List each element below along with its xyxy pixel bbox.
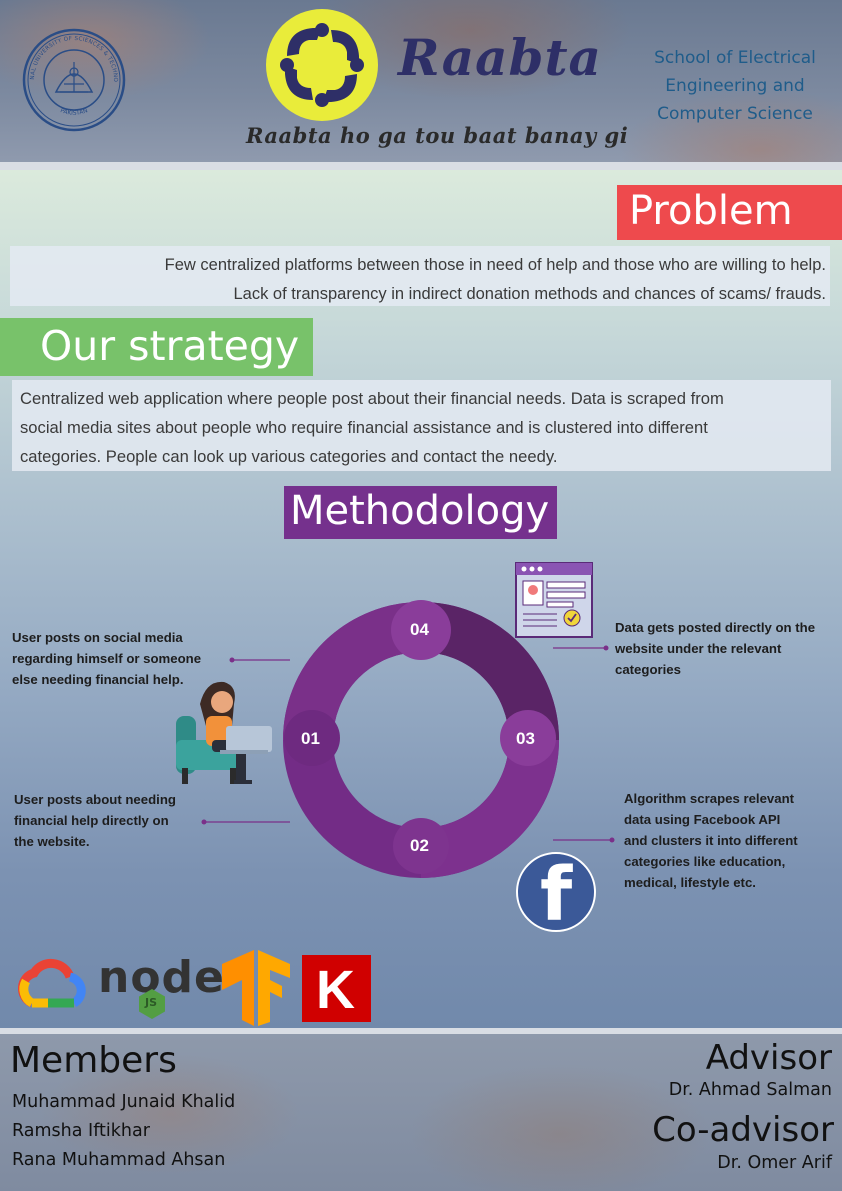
keras-letter: K xyxy=(316,960,355,1020)
member-name: Ramsha Iftikhar xyxy=(12,1121,150,1141)
website-profile-illustration xyxy=(515,562,593,638)
methodology-title: Methodology xyxy=(290,488,550,534)
member-name: Rana Muhammad Ahsan xyxy=(12,1150,226,1170)
brand-tagline: Raabta ho ga tou baat banay gi xyxy=(246,123,629,148)
step-text-line: financial help directly on xyxy=(14,813,169,828)
step-number-04: 04 xyxy=(410,620,429,639)
step-text-line: website under the relevant xyxy=(615,641,782,656)
problem-line: Lack of transparency in indirect donatio… xyxy=(233,285,827,303)
problem-title: Problem xyxy=(629,188,793,234)
svg-text:PAKISTAN: PAKISTAN xyxy=(59,107,88,117)
advisor-name: Dr. Ahmad Salman xyxy=(668,1080,832,1100)
step-connectors xyxy=(201,645,615,843)
brand-name: Raabta xyxy=(398,28,602,87)
strategy-text-box: Centralized web application where people… xyxy=(12,380,831,471)
footer-banner xyxy=(0,1034,842,1191)
problem-text-box: Few centralized platforms between those … xyxy=(10,246,830,306)
header-divider xyxy=(0,162,842,170)
step-number-03: 03 xyxy=(516,729,535,748)
step-number-02: 02 xyxy=(410,836,429,855)
problem-line: Few centralized platforms between those … xyxy=(164,256,826,274)
members-list: Muhammad Junaid Khalid Ramsha Iftikhar R… xyxy=(12,1088,235,1175)
nodejs-hexagon-icon xyxy=(139,989,165,1019)
school-line: Engineering and xyxy=(665,76,805,96)
person-laptop-illustration xyxy=(176,681,272,784)
problem-title-box: Problem xyxy=(617,185,842,240)
school-line: Computer Science xyxy=(657,104,813,124)
member-name: Muhammad Junaid Khalid xyxy=(12,1092,236,1112)
nodejs-badge: JS xyxy=(145,996,158,1009)
strategy-title-box: Our strategy xyxy=(0,318,313,376)
school-name: School of Electrical Engineering and Com… xyxy=(640,44,830,128)
step-text-line: categories xyxy=(615,662,681,677)
co-advisor-name: Dr. Omer Arif xyxy=(717,1153,832,1173)
step-text-line: and clusters it into different xyxy=(624,833,798,848)
school-line: School of Electrical xyxy=(654,48,816,68)
raabta-logo-icon xyxy=(266,9,378,121)
step-number-01: 01 xyxy=(301,729,320,748)
strategy-line: categories. People can look up various c… xyxy=(20,447,558,466)
co-advisor-title: Co-advisor xyxy=(652,1110,834,1150)
strategy-title: Our strategy xyxy=(40,322,300,370)
university-seal-icon: NATIONAL UNIVERSITY OF SCIENCES & TECHNO… xyxy=(20,26,126,132)
header-banner: NATIONAL UNIVERSITY OF SCIENCES & TECHNO… xyxy=(0,0,842,162)
strategy-line: Centralized web application where people… xyxy=(20,389,724,408)
step-text-line: regarding himself or someone xyxy=(12,651,202,666)
cycle-node-04 xyxy=(391,600,451,660)
facebook-glyph: f xyxy=(540,852,573,932)
footer-divider xyxy=(0,1028,842,1034)
facebook-icon: f xyxy=(516,852,596,932)
members-title: Members xyxy=(10,1040,177,1081)
advisor-title: Advisor xyxy=(705,1038,832,1078)
step-text-line: the website. xyxy=(14,834,90,849)
step-03-text: Algorithm scrapes relevant data using Fa… xyxy=(624,788,798,893)
methodology-title-box: Methodology xyxy=(284,486,557,539)
google-cloud-icon xyxy=(18,958,86,1008)
seal-bottom-text: PAKISTAN xyxy=(59,107,88,117)
tensorflow-icon xyxy=(222,950,290,1026)
step-text-line: Data gets posted directly on the xyxy=(615,620,816,635)
step-text-line: else needing financial help. xyxy=(12,672,184,687)
step-text-line: categories like education, xyxy=(624,854,786,869)
step-text-line: User posts on social media xyxy=(12,630,183,645)
step-text-line: data using Facebook API xyxy=(624,812,781,827)
nodejs-icon: node JS xyxy=(96,952,224,1022)
step-01-text: User posts on social media regarding him… xyxy=(12,627,201,690)
cycle-node-02 xyxy=(393,818,449,874)
step-04-text: Data gets posted directly on the website… xyxy=(615,617,815,680)
cycle-node-01 xyxy=(284,710,340,766)
step-text-line: User posts about needing xyxy=(14,792,176,807)
step-text-line: medical, lifestyle etc. xyxy=(624,875,756,890)
step-02-text: User posts about needing financial help … xyxy=(14,789,176,852)
strategy-line: social media sites about people who requ… xyxy=(20,418,708,437)
methodology-cycle-diagram xyxy=(283,600,559,878)
main-content xyxy=(0,170,842,1028)
cycle-node-03 xyxy=(500,710,556,766)
keras-icon: K xyxy=(302,955,371,1022)
step-text-line: Algorithm scrapes relevant xyxy=(624,791,795,806)
